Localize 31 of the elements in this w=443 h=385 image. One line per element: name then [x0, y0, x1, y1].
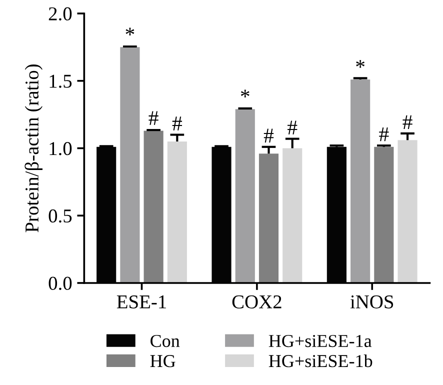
bar: [120, 47, 140, 283]
annotation: *: [126, 28, 134, 36]
bar: [350, 80, 370, 283]
x-tick-label: ESE-1: [116, 295, 166, 308]
bar: [374, 146, 394, 283]
legend-label: HG+siESE-1b: [268, 354, 372, 368]
bar: [398, 140, 418, 283]
y-tick-label: 0.0: [48, 276, 72, 290]
annotation: #: [402, 115, 412, 129]
annotation: *: [356, 60, 365, 68]
legend-label: Con: [150, 334, 180, 348]
bar: [144, 130, 164, 283]
y-axis-title: Protein/β-actin (ratio): [24, 64, 43, 232]
annotation: #: [288, 120, 298, 134]
bar: [282, 148, 302, 283]
y-tick-label: 2.0: [48, 7, 72, 20]
annotation: *: [240, 90, 250, 98]
y-tick-label: 1.0: [50, 142, 72, 156]
annotation: #: [379, 127, 389, 142]
bar: [258, 154, 279, 283]
y-tick-label: 1.5: [50, 74, 72, 88]
y-tick-label: 0.5: [48, 209, 72, 223]
x-tick-label: COX2: [232, 295, 282, 308]
bar: [235, 109, 255, 283]
annotation: #: [172, 116, 182, 130]
legend-label: HG: [150, 355, 176, 368]
legend-label: HG+siESE-1a: [268, 334, 372, 348]
x-tick-label: iNOS: [350, 295, 394, 308]
annotation: #: [148, 111, 158, 125]
annotation: #: [264, 128, 274, 142]
bar: [167, 141, 187, 283]
